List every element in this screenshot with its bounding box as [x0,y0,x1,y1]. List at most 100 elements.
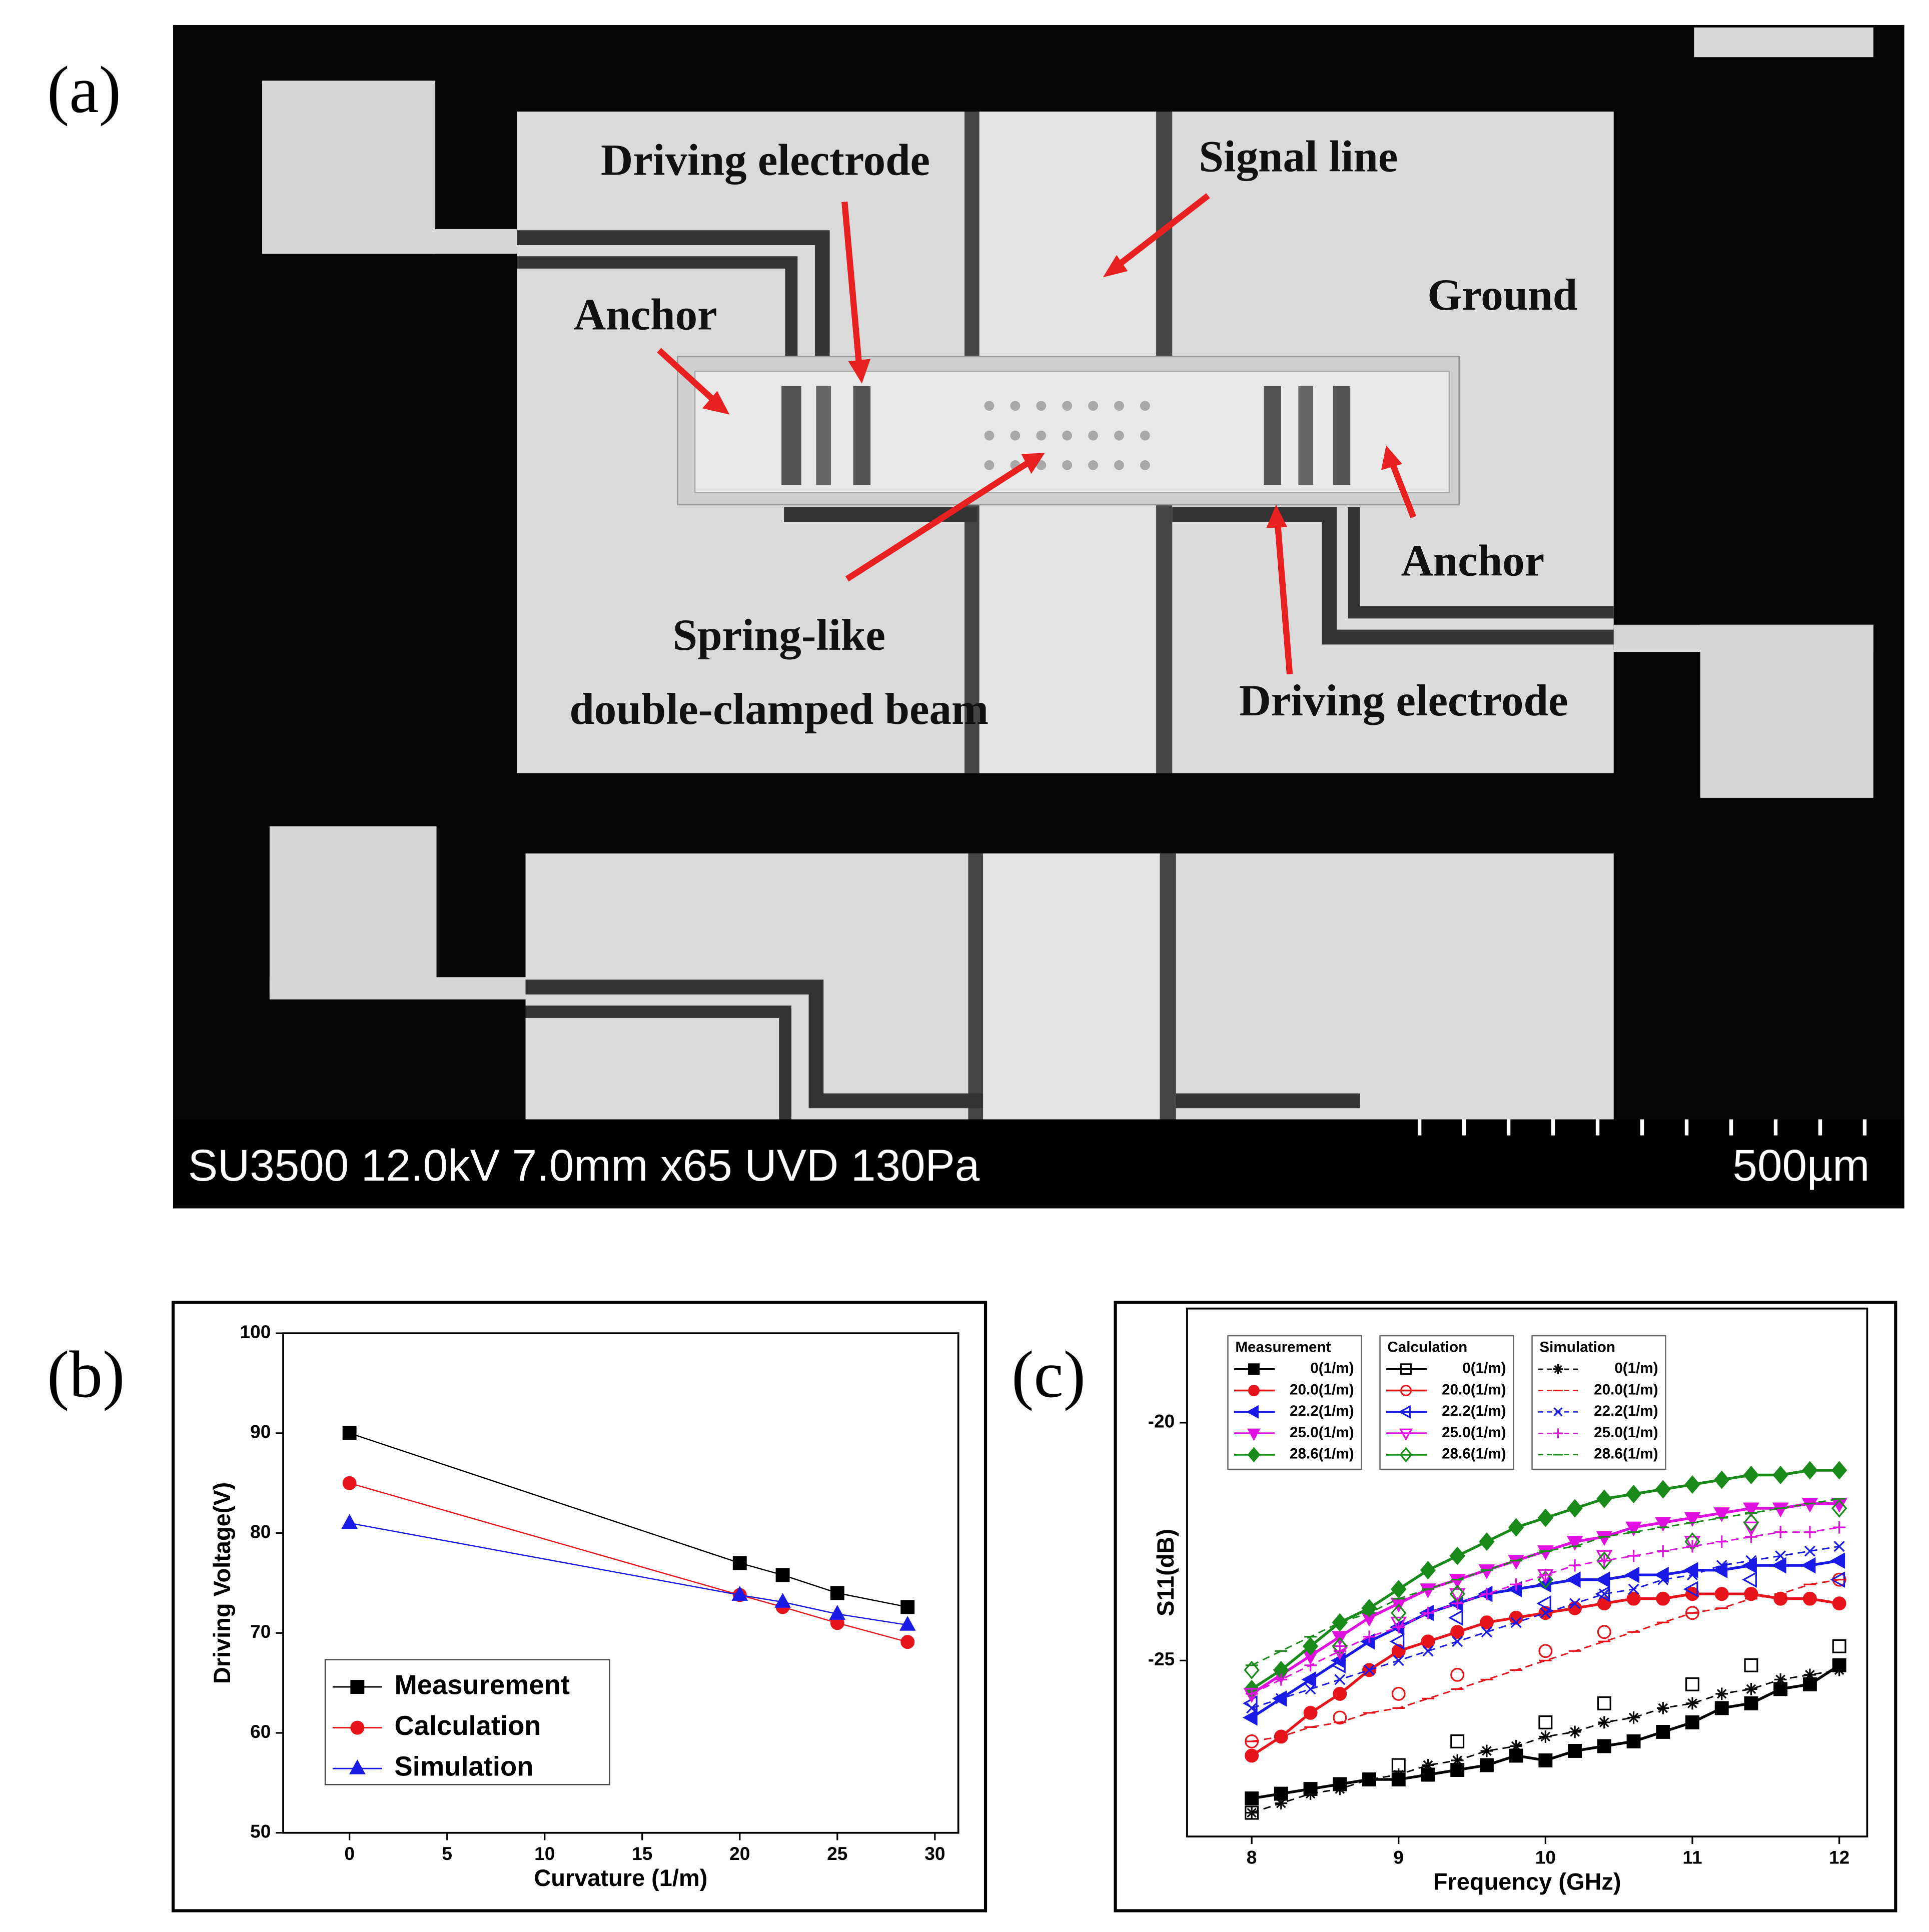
marker [1832,1596,1846,1611]
marker [1400,1385,1412,1397]
legend-box [324,1659,610,1785]
trace-gap [784,507,977,522]
marker [1624,1566,1640,1583]
series-line [1251,1579,1839,1742]
marker [1655,1480,1671,1499]
x-tick-label: 10 [534,1843,555,1864]
marker [1743,1502,1759,1518]
marker [830,1586,844,1600]
marker [900,1635,915,1649]
marker [1303,1705,1318,1720]
marker [1480,1744,1493,1757]
legend-group-title: Measurement [1235,1339,1331,1356]
marker [1245,1791,1259,1806]
info-bar [173,1119,1904,1209]
marker [899,1616,916,1631]
marker [1510,1740,1523,1752]
marker [1451,1597,1464,1610]
marker [1331,1657,1346,1674]
marker [774,1593,791,1608]
marker [1305,1683,1316,1695]
marker [1656,1545,1669,1557]
trace-gap [525,980,984,1109]
trace-gap [1172,507,1614,645]
annotation: Signal line [1199,132,1398,181]
spring-slot [1264,386,1281,485]
marker [1772,1465,1788,1485]
marker [1275,1693,1287,1704]
marker [1625,1484,1642,1504]
marker [1333,1710,1347,1725]
y-tick-label: 100 [240,1321,271,1342]
marker [1536,1595,1551,1612]
marker [1539,1568,1552,1581]
marker [1507,1581,1522,1598]
x-tick-label: 12 [1829,1846,1849,1867]
marker [1714,1701,1729,1715]
marker [1301,1671,1317,1688]
marker [1242,1709,1258,1726]
marker [1391,1580,1407,1599]
legend-label: 20.0(1/m) [1290,1381,1354,1398]
x-tick-label: 11 [1682,1846,1702,1867]
marker [1568,1725,1581,1738]
marker [1597,1696,1611,1710]
marker [1714,1470,1730,1489]
legend-label: Measurement [395,1669,570,1700]
marker [1833,1663,1845,1676]
marker [1566,1536,1583,1551]
legend-label: 0(1/m) [1462,1360,1506,1377]
marker [1713,1507,1730,1522]
marker [1304,1659,1317,1672]
marker [1391,1603,1407,1622]
trace-gap [517,256,798,367]
y-axis-title: Driving Voltage(V) [209,1482,235,1684]
scale-label: 500µm [1733,1140,1870,1190]
marker [1802,1461,1818,1480]
panel-label: (b) [47,1337,125,1411]
marker [1804,1545,1815,1557]
marker [1597,1625,1611,1639]
panel-label: (c) [1012,1337,1086,1411]
marker [1565,1571,1581,1588]
marker [1596,1551,1612,1570]
marker [1393,1655,1404,1666]
legend-group-title: Calculation [1387,1339,1467,1356]
marker [1774,1673,1787,1686]
pad [1700,624,1873,798]
legend-label: 25.0(1/m) [1594,1424,1658,1441]
marker [1245,1748,1259,1763]
marker [1390,1616,1407,1632]
pad [262,81,436,254]
marker [1538,1644,1553,1658]
marker [1481,1626,1492,1638]
marker [1656,1724,1670,1739]
marker [1363,1630,1376,1643]
y-tick-label: 90 [250,1421,271,1442]
gap [1160,853,1176,1120]
legend-label: 28.6(1/m) [1594,1446,1658,1462]
marker [1598,1588,1610,1600]
legend-label: Calculation [395,1710,541,1741]
x-tick-label: 30 [924,1843,945,1864]
trace-gap [1348,507,1614,619]
marker [1685,1677,1699,1691]
marker [1449,1546,1465,1565]
y-tick-label: 80 [250,1521,271,1542]
marker [1449,1588,1466,1603]
annotation: Anchor [574,291,717,340]
marker [1567,1499,1583,1518]
marker [1596,1489,1612,1508]
marker [1302,1637,1319,1656]
marker [1333,1782,1346,1795]
x-tick-label: 5 [442,1843,452,1864]
marker [1333,1644,1346,1657]
x-tick-label: 8 [1247,1846,1257,1867]
marker [1744,1658,1758,1672]
spring-slot [816,386,831,485]
marker [350,1720,365,1735]
legend-label: Simulation [395,1751,534,1782]
marker [1715,1535,1728,1548]
marker [1450,1625,1465,1639]
